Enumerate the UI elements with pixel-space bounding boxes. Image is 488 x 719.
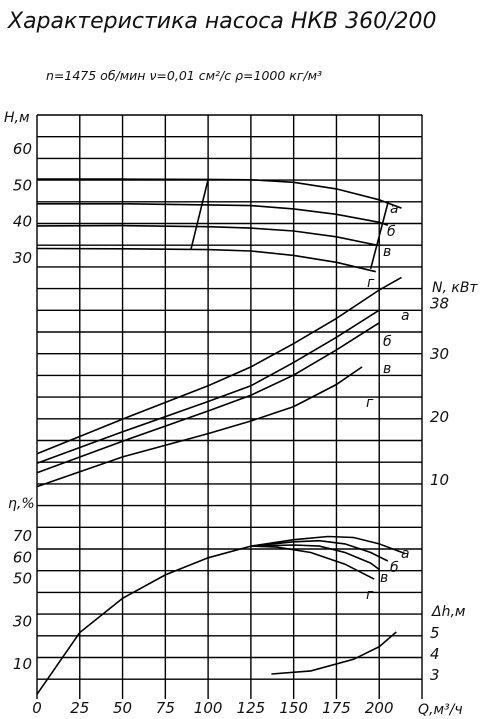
dh-curve (271, 631, 397, 675)
h-tick-label: 60 (13, 140, 32, 158)
eta-axis-label: η,% (8, 496, 35, 512)
eta-tick-label: 10 (13, 655, 32, 673)
x-tick-label: 200 (365, 699, 394, 717)
eta-curve (250, 544, 380, 571)
dh-tick-label: 3 (430, 666, 440, 684)
curve-label: в (383, 244, 391, 260)
eta-tick-label: 60 (13, 548, 32, 566)
n-tick-label: 30 (430, 345, 449, 363)
x-tick-label: 175 (322, 699, 351, 717)
curve-label: б (383, 334, 392, 350)
eta-tick-label: 50 (13, 570, 32, 588)
h-connector (369, 203, 389, 270)
eta-curve (36, 535, 406, 695)
n-tick-label: 20 (430, 408, 449, 426)
x-tick-label: 100 (194, 699, 223, 717)
curve-label: г (366, 395, 374, 411)
eta-tick-label: 70 (13, 527, 32, 545)
curve-label: а (390, 201, 399, 217)
h-curve (36, 224, 380, 247)
curve-label: б (387, 224, 396, 240)
curves (36, 178, 406, 695)
dh-tick-label: 4 (430, 645, 440, 663)
chart-subtitle: n=1475 об/мин ν=0,01 см²/с ρ=1000 кг/м³ (46, 68, 322, 83)
x-tick-label: 75 (156, 699, 175, 717)
x-tick-label: 25 (70, 699, 89, 717)
curve-label: б (390, 560, 399, 576)
chart-title: Характеристика насоса НКВ 360/200 (7, 9, 437, 34)
h-tick-label: 30 (13, 249, 32, 267)
eta-curve (250, 545, 375, 580)
n-curve (36, 322, 380, 474)
x-tick-label: 150 (279, 699, 308, 717)
curve-label: а (401, 308, 410, 324)
n-curve (36, 276, 402, 455)
n-tick-label: 10 (430, 471, 449, 489)
h-tick-label: 40 (13, 213, 32, 231)
dh-tick-label: 5 (430, 624, 440, 642)
h-curve (36, 247, 376, 273)
curve-label: г (366, 587, 374, 603)
n-axis-label: N, кВт (432, 280, 478, 296)
x-tick-label: 50 (113, 699, 132, 717)
grid-lines (36, 114, 423, 699)
curve-label: в (380, 570, 388, 586)
x-tick-label: 125 (237, 699, 266, 717)
n-tick-label: 38 (430, 295, 449, 313)
h-curve (37, 178, 402, 209)
curve-label: а (401, 546, 410, 562)
x-tick-label: 0 (32, 699, 42, 717)
h-axis-label: H,м (4, 110, 30, 126)
eta-tick-label: 30 (13, 612, 32, 630)
curve-label: г (367, 275, 375, 291)
curve-label: в (383, 361, 391, 377)
h-connector (190, 179, 209, 250)
n-curve (36, 366, 363, 488)
h-curve (37, 203, 389, 226)
n-curve (36, 309, 380, 465)
h-tick-label: 50 (13, 176, 32, 194)
dh-axis-label: Δh,м (431, 604, 466, 620)
x-axis-label: Q,м³/ч (418, 702, 463, 718)
eta-curve (250, 539, 389, 562)
